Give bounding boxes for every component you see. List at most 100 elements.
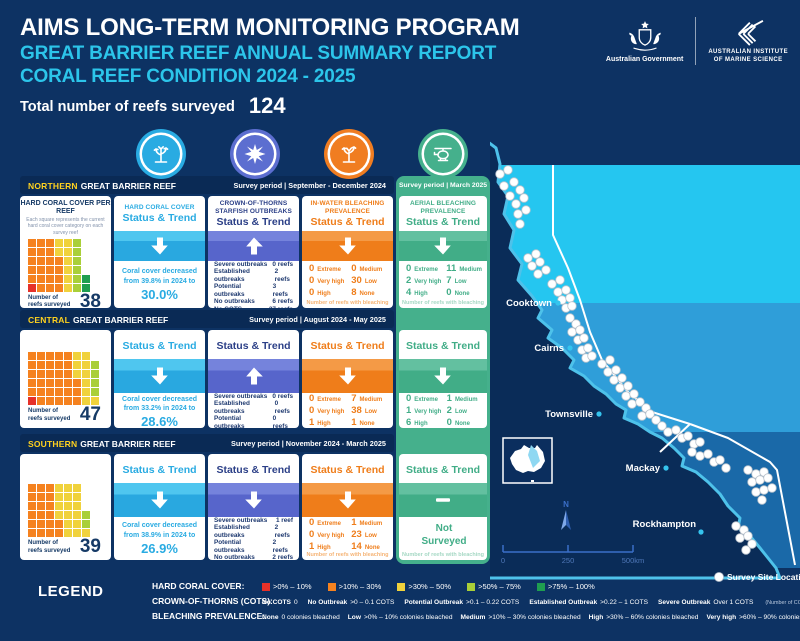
hcc-text-line1: Coral cover decreased (121, 268, 198, 276)
aerial-bleaching-card: Status & Trend Not Surveyed Number of re… (399, 454, 487, 560)
cots-outbreak-list: Severe outbreaks 0 reefs Established outbr… (208, 261, 299, 308)
region-name: CENTRAL (28, 315, 71, 325)
legend-item: High >30% – 60% colonies bleached (588, 614, 699, 621)
bleaching-value-cell: 0 None (446, 287, 470, 298)
hcc-current-value: 26.9% (141, 540, 178, 556)
bleaching-footer: Number of reefs with bleaching (306, 300, 389, 306)
svg-text:Rockhampton: Rockhampton (633, 519, 697, 530)
coral-cover-swatch (327, 582, 336, 591)
cots-card: CROWN-OF-THORNS STARFISH OUTBREAKS Statu… (208, 196, 299, 308)
svg-text:Townsville: Townsville (545, 409, 593, 420)
legend-row-bleaching: BLEACHING PREVALENCE: None 0 colonies ble… (152, 611, 800, 621)
australian-government-logo: Australian Government (606, 20, 683, 63)
in-water-bleaching-card: IN-WATER BLEACHING PREVALENCE Status & T… (302, 196, 393, 308)
svg-text:0: 0 (501, 556, 505, 565)
status-trend-label: Status & Trend (216, 216, 291, 229)
arrow-up-icon (245, 237, 263, 255)
bleaching-value-cell: 0 Extreme (309, 393, 341, 404)
region-name-rest: GREAT BARRIER REEF (80, 181, 177, 191)
status-trend-label: Status & Trend (122, 339, 197, 352)
status-trend-label: Status & Trend (310, 463, 385, 476)
legend-row-hard-coral-cover: HARD CORAL COVER: >0% – 10% >10% – 30% >30… (152, 581, 595, 591)
legend-item: Low >0% – 10% colonies bleached (347, 614, 453, 621)
crown-of-thorns-starfish-icon (236, 135, 274, 173)
legend-item: Established Outbreak >0.22 – 1 COTS (529, 599, 648, 606)
bleaching-footer: Number of reefs with bleaching (402, 300, 484, 306)
arrow-up-icon (245, 367, 263, 385)
cots-outbreak-list: Severe outbreaks 1 reef Established outbre… (208, 517, 299, 560)
bleaching-value-cell: 7 Medium (351, 393, 383, 404)
survey-period: Survey period | August 2024 - May 2025 (249, 314, 386, 324)
legend-item: >10% – 30% (327, 582, 381, 591)
map-svg: Cooktown Cairns Townsville Mackay Rockhampto… (486, 140, 800, 582)
hcc-current-value: 28.6% (141, 414, 178, 428)
cots-row: Established outbreaks 2 reefs (214, 524, 290, 539)
page-subtitle: GREAT BARRIER REEF ANNUAL SUMMARY REPORT (20, 42, 497, 64)
cots-row: Severe outbreaks 0 reefs (214, 261, 293, 268)
inwater-trend-band (302, 231, 393, 261)
aerial-survey-period (399, 435, 487, 452)
svg-text:Cooktown: Cooktown (506, 298, 552, 309)
bleaching-footer: Number of reefs with bleaching (402, 552, 484, 558)
status-trend-label: Status & Trend (405, 463, 481, 476)
bleaching-value-cell: 0 None (446, 417, 470, 428)
legend-item: Potential Outbreak >0.1 – 0.22 COTS (404, 599, 520, 606)
region-sections: NORTHERN GREAT BARRIER REEF Survey period… (20, 176, 490, 568)
city-labels: Cooktown Cairns Townsville Mackay Rockhampto… (506, 298, 704, 535)
site-legend: Survey Site Locations (714, 572, 800, 582)
status-trend-label: Status & Trend (216, 339, 291, 352)
inwater-trend-band (302, 483, 393, 517)
bleaching-value-cell: 0 Extreme (309, 263, 341, 274)
aerial-trend-band (399, 231, 487, 261)
cots-outbreak-list: Severe outbreaks 0 reefs Established outbr… (208, 393, 299, 428)
scale-labels: 0 250 500km (501, 556, 644, 565)
in-water-bleaching-card: Status & Trend 0 Extreme 7 Medium 0 Very high… (302, 330, 393, 428)
survey-period: Survey period | September - December 202… (233, 180, 386, 190)
not-surveyed-label: Not Surveyed (421, 522, 467, 547)
bleaching-value-cell: 1 High (309, 541, 331, 552)
bleaching-value-cell: 2 Very high (406, 275, 442, 286)
legend-item: No Outbreak >0 – 0.1 COTS (307, 599, 395, 606)
cots-row: Severe outbreaks 0 reefs (214, 393, 293, 400)
aerial-title: AERIAL BLEACHING PREVALENCE (409, 199, 477, 215)
bleaching-value-cell: 14 None (351, 541, 380, 552)
region-name: SOUTHERN (28, 439, 78, 449)
aerial-survey-period (399, 311, 487, 328)
waffle-title: HARD CORAL COVER PER REEF (20, 200, 111, 216)
bleaching-value-cell: 0 Very high (309, 405, 345, 416)
cots-trend-band (208, 483, 299, 517)
cots-row: Potential outbreaks 2 reefs (214, 539, 288, 554)
bleaching-value-cell: 1 Medium (351, 517, 383, 528)
hcc-trend-band (114, 359, 205, 393)
region-header-bar: SOUTHERN GREAT BARRIER REEF Survey period… (20, 434, 394, 452)
aerial-bleaching-card: AERIAL BLEACHING PREVALENCE Status & Tre… (399, 196, 487, 308)
bleaching-value-cell: 4 High (406, 287, 428, 298)
logo-divider (695, 17, 697, 65)
hcc-trend-band (114, 231, 205, 261)
gbr-map: Cooktown Cairns Townsville Mackay Rockhampto… (486, 140, 800, 585)
legend: LEGEND HARD CORAL COVER: >0% – 10% >10% –… (0, 576, 800, 641)
arrow-down-icon (150, 367, 168, 385)
aerial-bleaching-values: 0 Extreme 1 Medium 1 Very high 2 Low 6 High 0 None (399, 393, 487, 428)
bleaching-value-cell: 0 Medium (351, 263, 383, 274)
header: AIMS LONG-TERM MONITORING PROGRAM GREAT … (20, 14, 520, 88)
aerial-survey-period: Survey period | March 2025 (399, 182, 488, 189)
aerial-bleaching-values: Not Surveyed (399, 517, 487, 552)
svg-text:Mackay: Mackay (626, 463, 661, 474)
city-rockhampton: Rockhampton (633, 519, 704, 535)
coral-cover-swatch (467, 582, 476, 591)
bleached-coral-icon (330, 135, 368, 173)
aerial-trend-band (399, 359, 487, 393)
page-subtitle-2: CORAL REEF CONDITION 2024 - 2025 (20, 65, 356, 87)
city-mackay: Mackay (626, 463, 669, 474)
legend-item: >75% – 100% (536, 582, 595, 591)
inwater-bleaching-values: 0 Extreme 0 Medium 0 Very high 30 Low 0 High 8 None (302, 261, 393, 300)
bleaching-value-cell: 1 Medium (446, 393, 478, 404)
map-band-northern (490, 165, 800, 303)
coat-of-arms-icon (628, 20, 661, 51)
region-name-rest: GREAT BARRIER REEF (80, 439, 176, 449)
hard-coral-cover-card: Status & Trend Coral cover decreased fro… (114, 330, 205, 428)
cots-row: Potential outbreaks 0 reefs (214, 415, 288, 428)
cots-title: CROWN-OF-THORNS STARFISH OUTBREAKS (215, 199, 292, 215)
hcc-text-line1: Coral cover decreased (121, 396, 198, 403)
